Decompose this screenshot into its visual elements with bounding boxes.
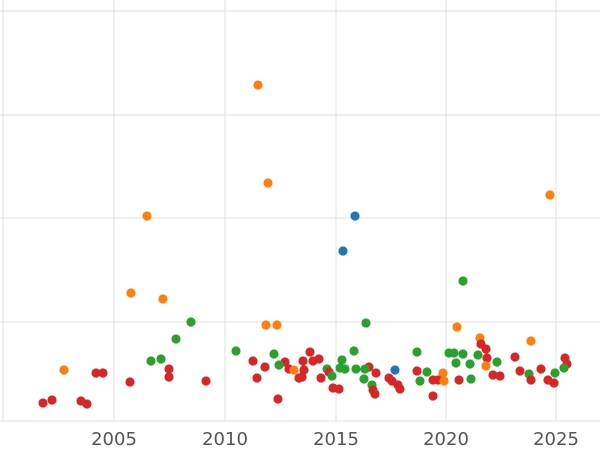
data-point-orange bbox=[452, 322, 462, 332]
data-point-green bbox=[274, 360, 284, 370]
data-point-green bbox=[231, 346, 241, 356]
data-point-red bbox=[370, 389, 380, 399]
data-point-green bbox=[492, 357, 502, 367]
data-point-red bbox=[273, 394, 283, 404]
data-point-red bbox=[334, 384, 344, 394]
data-point-orange bbox=[439, 376, 449, 386]
data-point-green bbox=[473, 350, 483, 360]
data-point-orange bbox=[126, 288, 136, 298]
data-point-red bbox=[252, 373, 262, 383]
data-point-red bbox=[294, 373, 304, 383]
data-points-group bbox=[38, 80, 572, 409]
data-point-red bbox=[515, 366, 525, 376]
data-point-green bbox=[171, 334, 181, 344]
data-point-green bbox=[458, 276, 468, 286]
data-point-green bbox=[361, 318, 371, 328]
data-point-red bbox=[82, 399, 92, 409]
data-point-green bbox=[327, 371, 337, 381]
data-point-red bbox=[488, 370, 498, 380]
data-point-red bbox=[125, 377, 135, 387]
data-point-red bbox=[371, 368, 381, 378]
data-point-green bbox=[449, 348, 459, 358]
data-point-green bbox=[269, 349, 279, 359]
x-tick-label: 2010 bbox=[202, 429, 248, 450]
data-point-green bbox=[337, 355, 347, 365]
data-point-blue bbox=[338, 246, 348, 256]
data-point-red bbox=[495, 371, 505, 381]
data-point-green bbox=[340, 364, 350, 374]
data-point-red bbox=[91, 368, 101, 378]
data-point-red bbox=[298, 356, 308, 366]
x-tick-label: 2015 bbox=[313, 429, 359, 450]
data-point-red bbox=[164, 372, 174, 382]
x-tick-label: 2020 bbox=[423, 429, 469, 450]
data-point-red bbox=[316, 373, 326, 383]
data-point-green bbox=[351, 364, 361, 374]
data-point-red bbox=[510, 352, 520, 362]
data-point-orange bbox=[545, 190, 555, 200]
data-point-orange bbox=[59, 365, 69, 375]
data-point-red bbox=[201, 376, 211, 386]
x-tick-label: 2005 bbox=[91, 429, 137, 450]
data-point-orange bbox=[253, 80, 263, 90]
data-point-blue bbox=[350, 211, 360, 221]
data-point-red bbox=[299, 365, 309, 375]
data-point-red bbox=[412, 366, 422, 376]
data-point-red bbox=[428, 391, 438, 401]
data-point-green bbox=[415, 376, 425, 386]
data-point-red bbox=[482, 353, 492, 363]
gridlines-group bbox=[0, 0, 600, 422]
data-point-green bbox=[458, 349, 468, 359]
data-point-green bbox=[559, 363, 569, 373]
data-point-green bbox=[412, 347, 422, 357]
data-point-orange bbox=[289, 365, 299, 375]
data-point-green bbox=[465, 359, 475, 369]
data-point-red bbox=[260, 362, 270, 372]
data-point-orange bbox=[438, 368, 448, 378]
data-point-red bbox=[38, 398, 48, 408]
data-point-red bbox=[308, 356, 318, 366]
data-point-green bbox=[422, 367, 432, 377]
data-point-green bbox=[156, 354, 166, 364]
data-point-orange bbox=[142, 211, 152, 221]
data-point-orange bbox=[526, 336, 536, 346]
data-point-orange bbox=[272, 320, 282, 330]
data-point-red bbox=[164, 364, 174, 374]
data-point-green bbox=[359, 374, 369, 384]
data-point-red bbox=[47, 395, 57, 405]
data-point-green bbox=[360, 364, 370, 374]
data-point-red bbox=[98, 368, 108, 378]
data-point-red bbox=[248, 356, 258, 366]
data-point-orange bbox=[261, 320, 271, 330]
data-point-red bbox=[536, 364, 546, 374]
data-point-green bbox=[451, 358, 461, 368]
x-axis-tick-labels-group: 2005 2010 2015 2020 2025 bbox=[91, 429, 579, 450]
data-point-orange bbox=[481, 361, 491, 371]
data-point-blue bbox=[390, 365, 400, 375]
data-point-red bbox=[549, 378, 559, 388]
data-point-green bbox=[146, 356, 156, 366]
data-point-green bbox=[349, 346, 359, 356]
data-point-orange bbox=[263, 178, 273, 188]
data-point-red bbox=[481, 344, 491, 354]
data-point-red bbox=[395, 384, 405, 394]
data-point-green bbox=[466, 374, 476, 384]
data-point-red bbox=[526, 375, 536, 385]
x-tick-label: 2025 bbox=[533, 429, 579, 450]
data-point-green bbox=[550, 368, 560, 378]
data-point-orange bbox=[158, 294, 168, 304]
data-point-green bbox=[186, 317, 196, 327]
data-point-red bbox=[454, 375, 464, 385]
data-point-red bbox=[305, 347, 315, 357]
